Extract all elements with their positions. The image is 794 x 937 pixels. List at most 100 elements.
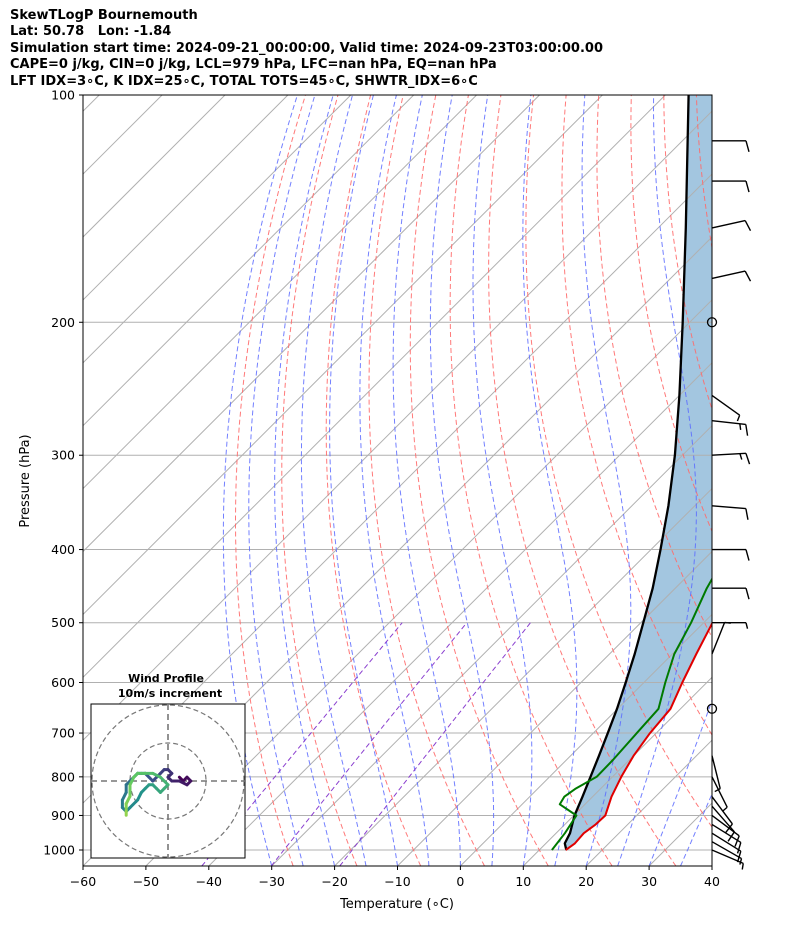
x-tick-label: −60 — [70, 874, 96, 889]
index-line: LFT IDX=3∘C, K IDX=25∘C, TOTAL TOTS=45∘C… — [10, 73, 478, 89]
dry-adiabat-line — [525, 95, 712, 829]
barb-staff — [711, 394, 741, 416]
moist-adiabat-line — [359, 95, 430, 866]
dewpoint-line — [551, 577, 712, 851]
barb-flag — [724, 823, 733, 834]
y-tick-label: 900 — [51, 808, 75, 823]
wind-barb — [711, 621, 731, 655]
barb-flag — [734, 835, 740, 847]
dry-adiabat-line — [235, 95, 306, 866]
chart-title: SkewTLogP Bournemouth — [10, 8, 198, 23]
barb-staff — [711, 776, 728, 808]
barb-flag — [744, 270, 752, 282]
wind-barb — [711, 394, 741, 422]
moist-adiabat-line — [472, 95, 533, 866]
isotherm-line — [145, 299, 712, 866]
barb-flag — [745, 424, 749, 436]
profile-lines — [551, 95, 712, 851]
barb-staff — [711, 755, 721, 789]
y-axis-ticks: 100 200 300 400 500 600 700 800 900 1000 — [43, 88, 83, 858]
dry-adiabat-line — [762, 95, 794, 866]
temperature-line — [565, 621, 712, 851]
y-tick-label: 400 — [51, 542, 75, 557]
y-tick-label: 100 — [51, 88, 75, 103]
barb-staff — [711, 270, 746, 280]
moist-adiabat-line — [429, 95, 495, 866]
dry-adiabat-line — [596, 95, 712, 639]
x-tick-label: −20 — [321, 874, 347, 889]
y-tick-label: 700 — [51, 726, 75, 741]
isotherm-line — [83, 95, 666, 679]
location-line: Lat: 50.78 Lon: -1.84 — [10, 24, 172, 40]
y-tick-label: 600 — [51, 675, 75, 690]
wind-barb — [711, 505, 749, 520]
barb-half-flag — [739, 423, 742, 430]
y-tick-label: 500 — [51, 615, 75, 630]
wind-barb — [711, 823, 742, 854]
x-tick-label: 20 — [578, 874, 594, 889]
isotherm-line — [271, 424, 712, 866]
time-line: Simulation start time: 2024-09-21_00:00:… — [10, 40, 603, 56]
mixing-ratio-line — [201, 622, 403, 866]
barb-half-flag — [739, 858, 743, 865]
hodograph-plot — [91, 704, 245, 858]
wind-barb — [711, 796, 733, 834]
barb-staff — [711, 219, 746, 229]
x-tick-label: 10 — [515, 874, 531, 889]
isotherm-line — [83, 95, 415, 427]
barb-flag — [745, 180, 750, 193]
wind-barb — [711, 755, 721, 793]
isotherm-line — [83, 95, 226, 238]
barb-flag — [745, 453, 751, 465]
isotherm-line — [711, 865, 712, 866]
x-tick-label: −40 — [196, 874, 222, 889]
dry-adiabat-line — [281, 95, 358, 866]
wind-barb — [712, 140, 750, 153]
wind-barb — [711, 219, 752, 231]
x-tick-label: −30 — [259, 874, 285, 889]
barb-flag — [745, 508, 749, 520]
mixing-ratio-line — [270, 622, 468, 866]
barb-half-flag — [741, 863, 744, 870]
moist-adiabat-line — [248, 95, 316, 866]
x-axis-label: Temperature (∘C) — [339, 897, 454, 912]
barb-half-flag — [736, 414, 741, 422]
isotherm-line — [460, 613, 712, 866]
barb-half-flag — [739, 453, 743, 460]
dry-adiabat-line — [488, 95, 677, 866]
cin-area — [564, 95, 712, 850]
barb-half-flag — [745, 622, 749, 629]
hodograph-inset: Wind Profile 10m/s increment — [90, 672, 246, 859]
isotherm-line — [83, 110, 712, 741]
isotherm-line — [397, 550, 712, 866]
dry-adiabat-line — [561, 95, 712, 736]
dry-adiabat-line — [325, 95, 422, 866]
x-tick-label: 0 — [456, 874, 464, 889]
wind-barb — [712, 622, 749, 629]
moist-adiabat-line — [581, 95, 632, 866]
x-tick-label: 40 — [704, 874, 720, 889]
chart-header: SkewTLogP Bournemouth Lat: 50.78 Lon: -1… — [10, 8, 603, 90]
moist-adiabat-line — [711, 864, 712, 866]
x-tick-label: −10 — [384, 874, 410, 889]
isotherm-line — [522, 676, 712, 866]
moist-adiabat-line — [274, 95, 336, 866]
wind-barb — [711, 419, 749, 436]
x-tick-label: 30 — [641, 874, 657, 889]
barb-half-flag — [722, 806, 728, 812]
moist-adiabat-line — [222, 95, 298, 866]
parcel-area-fill — [564, 95, 712, 850]
barb-staff — [711, 419, 746, 426]
wind-barbs — [706, 140, 752, 870]
moist-adiabat-line — [522, 95, 578, 866]
moist-adiabat-line — [329, 95, 398, 866]
cape-line: CAPE=0 j/kg, CIN=0 j/kg, LCL=979 hPa, LF… — [10, 57, 497, 73]
moist-adiabat-line — [392, 95, 461, 866]
barb-staff — [711, 832, 742, 852]
y-axis-label: Pressure (hPa) — [18, 434, 33, 527]
barb-flag — [727, 831, 735, 842]
isotherm-line — [208, 362, 712, 866]
barb-staff — [711, 796, 733, 825]
barb-staff — [711, 805, 735, 833]
